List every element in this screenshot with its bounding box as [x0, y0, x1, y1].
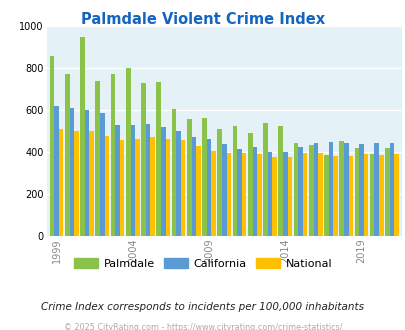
Bar — [272, 157, 276, 236]
Bar — [363, 154, 367, 236]
Bar — [237, 149, 241, 236]
Text: © 2025 CityRating.com - https://www.cityrating.com/crime-statistics/: © 2025 CityRating.com - https://www.city… — [64, 323, 341, 330]
Bar — [323, 155, 328, 236]
Bar — [176, 131, 180, 236]
Bar — [59, 129, 63, 236]
Bar — [211, 151, 215, 236]
Bar — [65, 74, 69, 236]
Bar — [100, 114, 104, 236]
Bar — [222, 144, 226, 236]
Bar — [354, 148, 358, 236]
Bar — [389, 143, 393, 236]
Bar — [206, 139, 211, 236]
Bar — [191, 138, 196, 236]
Bar — [373, 143, 378, 236]
Bar — [161, 127, 165, 236]
Bar — [150, 138, 155, 236]
Text: Crime Index corresponds to incidents per 100,000 inhabitants: Crime Index corresponds to incidents per… — [41, 302, 364, 312]
Text: Palmdale Violent Crime Index: Palmdale Violent Crime Index — [81, 12, 324, 26]
Bar — [115, 125, 119, 236]
Bar — [50, 56, 54, 236]
Bar — [232, 126, 237, 236]
Bar — [241, 153, 246, 236]
Bar — [126, 68, 130, 236]
Bar — [369, 154, 373, 236]
Bar — [104, 136, 109, 236]
Bar — [298, 147, 302, 236]
Bar — [217, 129, 222, 236]
Bar — [339, 141, 343, 236]
Bar — [186, 118, 191, 236]
Bar — [287, 157, 292, 236]
Bar — [252, 147, 256, 236]
Bar — [156, 82, 161, 236]
Bar — [278, 126, 282, 236]
Bar — [171, 109, 176, 236]
Bar — [119, 140, 124, 236]
Bar — [256, 154, 261, 236]
Bar — [226, 153, 230, 236]
Bar — [95, 81, 100, 236]
Bar — [378, 155, 383, 236]
Bar — [180, 140, 185, 236]
Bar — [130, 125, 135, 236]
Bar — [141, 83, 145, 236]
Bar — [393, 154, 398, 236]
Bar — [282, 152, 287, 236]
Bar — [111, 74, 115, 236]
Bar — [293, 143, 298, 236]
Bar — [89, 131, 94, 236]
Bar — [358, 144, 363, 236]
Bar — [74, 131, 79, 236]
Bar — [343, 143, 348, 236]
Bar — [317, 153, 322, 236]
Bar — [202, 117, 206, 236]
Bar — [165, 139, 170, 236]
Bar — [80, 37, 85, 236]
Bar — [196, 146, 200, 236]
Bar — [302, 153, 307, 236]
Legend: Palmdale, California, National: Palmdale, California, National — [69, 253, 336, 273]
Bar — [85, 110, 89, 236]
Bar — [262, 123, 267, 236]
Bar — [247, 133, 252, 236]
Bar — [308, 145, 313, 236]
Bar — [135, 139, 139, 236]
Bar — [333, 156, 337, 236]
Bar — [54, 106, 59, 236]
Bar — [328, 142, 333, 236]
Bar — [145, 124, 150, 236]
Bar — [69, 108, 74, 236]
Bar — [384, 148, 389, 236]
Bar — [267, 152, 272, 236]
Bar — [348, 156, 352, 236]
Bar — [313, 143, 317, 236]
